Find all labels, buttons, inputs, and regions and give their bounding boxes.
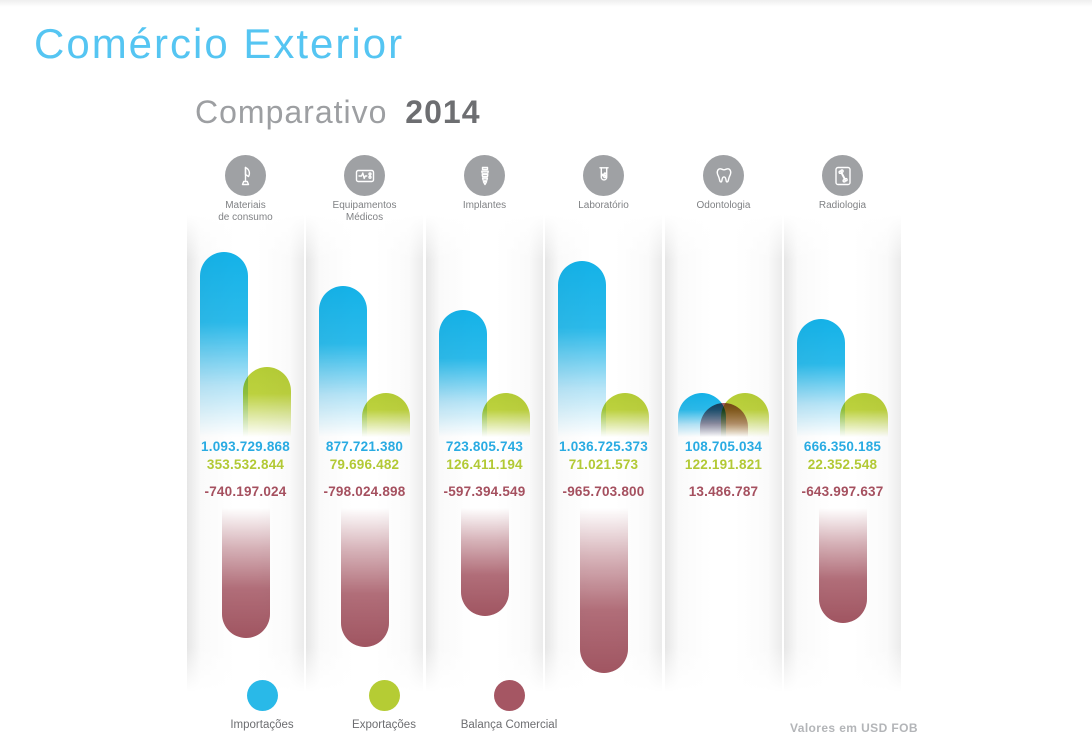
balance-bar [222,508,270,638]
exports-value: 126.411.194 [446,457,523,472]
balance-value: -643.997.637 [801,484,884,499]
category-label: Equipamentos Médicos [332,200,397,223]
category-label: Laboratório [578,200,629,211]
category-column-equipamentos-medicos: Equipamentos Médicos 877.721.380 79.696.… [305,148,424,740]
exports-value: 353.532.844 [206,457,285,472]
legend-item-exportacoes: Exportações [314,680,454,731]
imports-value: 666.350.185 [803,439,882,454]
balance-bar [580,508,628,673]
balance-value: 13.486.787 [688,484,759,499]
balance-value: -597.394.549 [443,484,526,499]
page-title: Comércio Exterior [34,20,405,67]
xray-bone-icon [822,155,863,196]
column-band [665,215,782,692]
legend-label: Balança Comercial [460,719,558,731]
legend-label: Exportações [352,719,416,731]
chart-title: Comparativo 2014 [195,94,480,131]
imports-bar [200,252,248,437]
imports-bar [319,285,367,437]
tooth-icon [703,155,744,196]
category-column-materiais-de-consumo: Materiais de consumo 1.093.729.868 353.5… [186,148,305,740]
imports-value: 108.705.034 [684,439,763,454]
category-label: Radiologia [818,200,867,211]
exports-legend-dot [368,680,400,711]
imports-legend-dot [246,680,278,711]
currency-footnote: Valores em USD FOB [790,721,918,735]
imports-value: 877.721.380 [325,439,404,454]
category-column-odontologia: Odontologia 108.705.034 122.191.821 13.4… [664,148,783,740]
category-label: Materiais de consumo [218,200,273,223]
exports-bar [601,393,649,437]
category-label: Implantes [462,200,507,211]
exports-value: 79.696.482 [329,457,400,472]
exports-value: 22.352.548 [807,457,878,472]
legend-label: Importações [230,719,294,731]
imports-bar [439,309,487,437]
imports-bar [558,261,606,437]
exports-value: 71.021.573 [568,457,639,472]
balance-bar [341,508,389,647]
category-column-laboratorio: Laboratório 1.036.725.373 71.021.573 -96… [544,148,663,740]
legend-item-balanca-comercial: Balança Comercial [439,680,579,731]
category-label: Odontologia [696,200,751,211]
legend-item-importacoes: Importações [192,680,332,731]
implant-screw-icon [464,155,505,196]
balance-value: -740.197.024 [204,484,287,499]
balance-bar [461,508,509,616]
balance-value: -965.703.800 [562,484,645,499]
balance-bar [819,508,867,623]
balance-bar [700,403,748,437]
iv-drip-stand-icon [225,155,266,196]
balance-value: -798.024.898 [323,484,406,499]
patient-monitor-icon [344,155,385,196]
imports-value: 723.805.743 [445,439,524,454]
balance-legend-dot [493,680,525,711]
imports-bar [797,318,845,437]
chart-title-year: 2014 [405,94,481,130]
exports-value: 122.191.821 [684,457,763,472]
category-column-radiologia: Radiologia 666.350.185 22.352.548 -643.9… [783,148,902,740]
exports-bar [243,367,291,437]
test-tube-icon [583,155,624,196]
chart-title-label: Comparativo [195,94,388,130]
imports-value: 1.093.729.868 [201,439,290,454]
exports-bar [482,393,530,437]
category-column-implantes: Implantes 723.805.743 126.411.194 -597.3… [425,148,544,740]
column-band [784,215,901,692]
exports-bar [840,393,888,437]
exports-bar [362,393,410,437]
imports-value: 1.036.725.373 [559,439,648,454]
